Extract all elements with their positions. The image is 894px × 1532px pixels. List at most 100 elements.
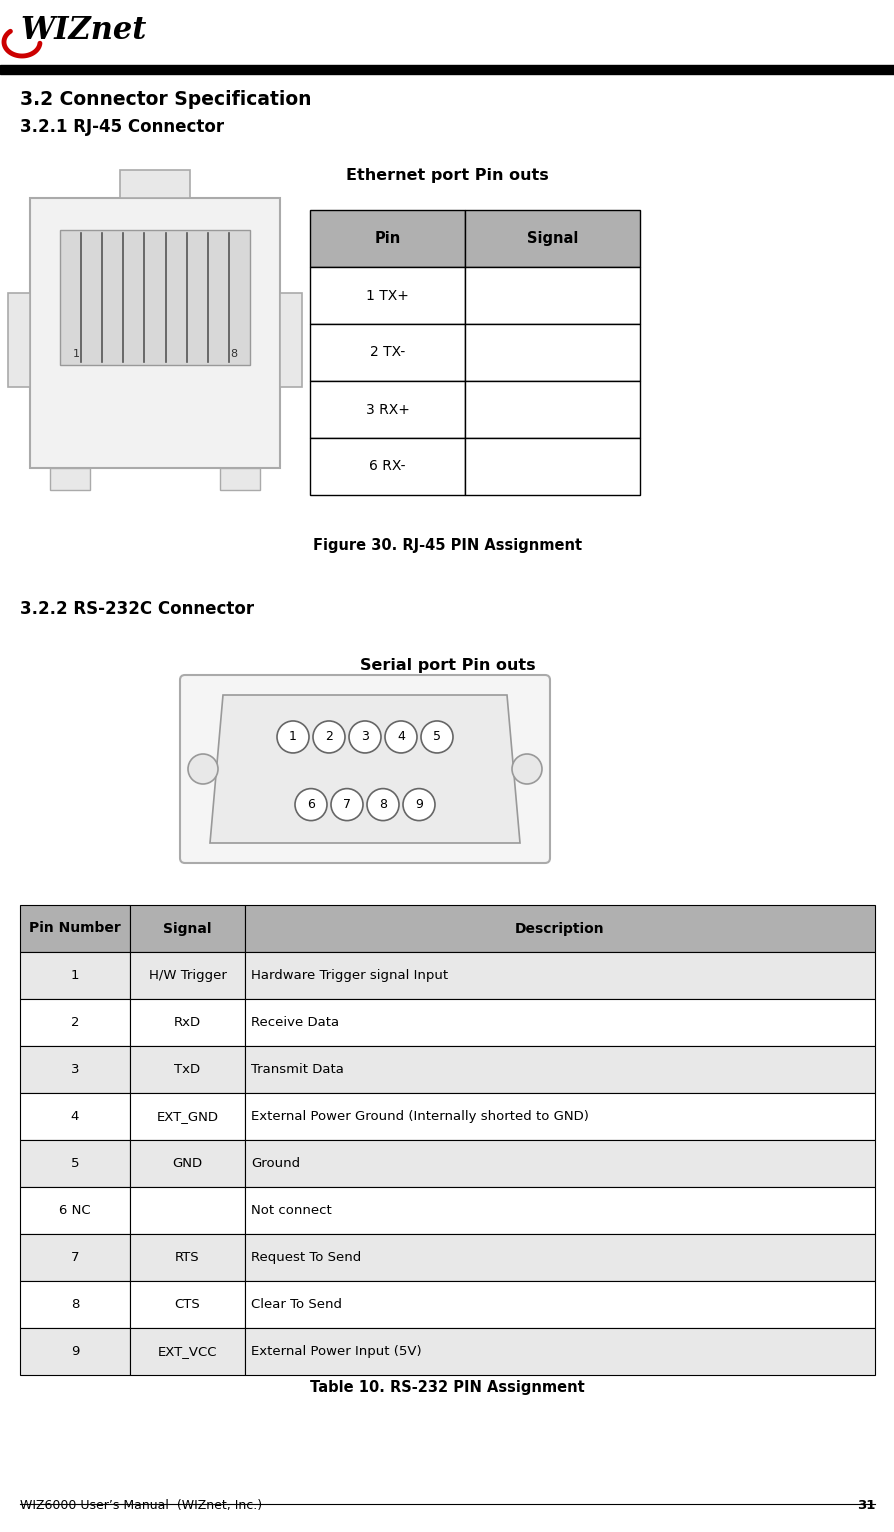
- Bar: [20, 1281, 130, 1328]
- Text: WIZnet: WIZnet: [20, 15, 147, 46]
- Bar: [20, 1140, 130, 1187]
- Bar: [245, 1233, 874, 1281]
- Bar: [120, 170, 190, 198]
- Circle shape: [420, 722, 452, 752]
- Text: Ground: Ground: [250, 1157, 299, 1170]
- Bar: [130, 951, 245, 999]
- Bar: [309, 381, 465, 438]
- Text: Transmit Data: Transmit Data: [250, 1063, 343, 1075]
- Bar: [465, 381, 639, 438]
- Circle shape: [402, 789, 434, 821]
- Bar: [30, 198, 280, 467]
- Bar: [245, 1046, 874, 1092]
- Bar: [130, 1092, 245, 1140]
- Text: 8: 8: [71, 1298, 79, 1311]
- Text: 4: 4: [397, 731, 404, 743]
- Text: 6: 6: [307, 798, 315, 810]
- Bar: [245, 1281, 874, 1328]
- Text: Figure 30. RJ-45 PIN Assignment: Figure 30. RJ-45 PIN Assignment: [313, 538, 581, 553]
- Text: 8: 8: [230, 349, 237, 360]
- Bar: [20, 905, 130, 951]
- Bar: [309, 210, 465, 267]
- Text: Table 10. RS-232 PIN Assignment: Table 10. RS-232 PIN Assignment: [310, 1380, 584, 1396]
- Bar: [220, 467, 260, 490]
- Text: External Power Ground (Internally shorted to GND): External Power Ground (Internally shorte…: [250, 1111, 588, 1123]
- Bar: [309, 267, 465, 323]
- Bar: [20, 951, 130, 999]
- Bar: [245, 951, 874, 999]
- Text: 3.2.1 RJ-45 Connector: 3.2.1 RJ-45 Connector: [20, 118, 224, 136]
- Bar: [50, 467, 90, 490]
- Text: 1: 1: [289, 731, 297, 743]
- Circle shape: [349, 722, 381, 752]
- Circle shape: [511, 754, 542, 784]
- Bar: [8, 293, 30, 388]
- Text: Signal: Signal: [527, 231, 578, 247]
- Text: Not connect: Not connect: [250, 1204, 332, 1216]
- Text: 3: 3: [71, 1063, 80, 1075]
- Text: 5: 5: [433, 731, 441, 743]
- Text: Description: Description: [515, 922, 604, 936]
- Text: Receive Data: Receive Data: [250, 1016, 339, 1030]
- Bar: [130, 1233, 245, 1281]
- Text: 2: 2: [71, 1016, 80, 1030]
- Bar: [245, 1140, 874, 1187]
- Text: 5: 5: [71, 1157, 80, 1170]
- Text: Clear To Send: Clear To Send: [250, 1298, 342, 1311]
- Bar: [20, 1328, 130, 1376]
- Text: 1: 1: [71, 970, 80, 982]
- Text: 9: 9: [71, 1345, 79, 1357]
- Bar: [60, 230, 249, 366]
- Text: RxD: RxD: [173, 1016, 201, 1030]
- Bar: [309, 323, 465, 381]
- Bar: [130, 1281, 245, 1328]
- Bar: [245, 1328, 874, 1376]
- Text: 3.2 Connector Specification: 3.2 Connector Specification: [20, 90, 311, 109]
- Bar: [130, 1328, 245, 1376]
- Text: Serial port Pin outs: Serial port Pin outs: [359, 659, 535, 673]
- Bar: [20, 1187, 130, 1233]
- Text: External Power Input (5V): External Power Input (5V): [250, 1345, 421, 1357]
- Text: Pin Number: Pin Number: [30, 922, 121, 936]
- Bar: [130, 1187, 245, 1233]
- Text: RTS: RTS: [175, 1252, 199, 1264]
- Bar: [20, 1092, 130, 1140]
- Text: 7: 7: [342, 798, 350, 810]
- Text: WIZ6000 User’s Manual  (WIZnet, Inc.): WIZ6000 User’s Manual (WIZnet, Inc.): [20, 1498, 262, 1512]
- Text: CTS: CTS: [174, 1298, 200, 1311]
- Circle shape: [295, 789, 326, 821]
- Text: 7: 7: [71, 1252, 80, 1264]
- Bar: [245, 999, 874, 1046]
- Bar: [465, 438, 639, 495]
- Text: 4: 4: [71, 1111, 79, 1123]
- Circle shape: [384, 722, 417, 752]
- Text: Signal: Signal: [163, 922, 212, 936]
- Bar: [245, 905, 874, 951]
- Polygon shape: [210, 696, 519, 843]
- Circle shape: [188, 754, 218, 784]
- Text: 1: 1: [72, 349, 80, 360]
- Bar: [245, 1092, 874, 1140]
- Text: 2 TX-: 2 TX-: [369, 346, 405, 360]
- Text: TxD: TxD: [174, 1063, 200, 1075]
- Bar: [130, 999, 245, 1046]
- Text: Pin: Pin: [374, 231, 401, 247]
- Bar: [130, 1140, 245, 1187]
- Text: Request To Send: Request To Send: [250, 1252, 361, 1264]
- Circle shape: [367, 789, 399, 821]
- Bar: [20, 999, 130, 1046]
- Text: Ethernet port Pin outs: Ethernet port Pin outs: [346, 169, 548, 182]
- Circle shape: [331, 789, 363, 821]
- Text: 31: 31: [856, 1498, 874, 1512]
- Circle shape: [276, 722, 308, 752]
- Bar: [465, 267, 639, 323]
- Bar: [309, 438, 465, 495]
- Circle shape: [313, 722, 344, 752]
- Bar: [280, 293, 301, 388]
- Text: 8: 8: [378, 798, 386, 810]
- Text: H/W Trigger: H/W Trigger: [148, 970, 226, 982]
- Bar: [130, 1046, 245, 1092]
- Bar: [0, 64, 894, 74]
- Text: EXT_VCC: EXT_VCC: [157, 1345, 217, 1357]
- Text: EXT_GND: EXT_GND: [156, 1111, 218, 1123]
